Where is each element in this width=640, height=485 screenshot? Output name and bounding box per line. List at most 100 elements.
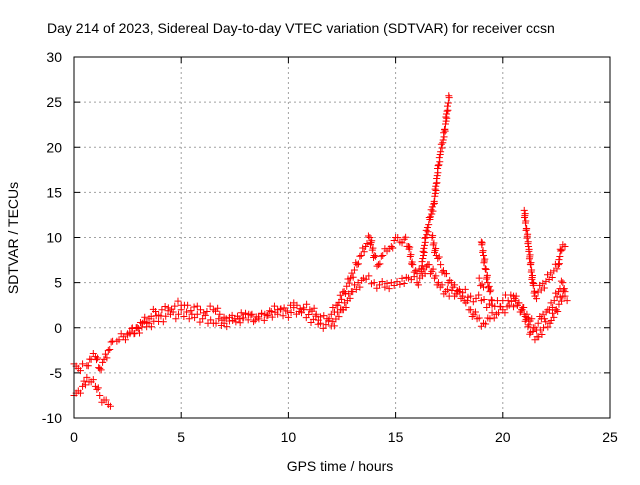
data-marker	[389, 244, 397, 252]
data-point	[79, 382, 87, 390]
data-point	[267, 308, 275, 316]
y-tick-label: 20	[46, 139, 62, 155]
data-marker	[433, 172, 441, 180]
data-point	[480, 283, 488, 291]
data-marker	[529, 272, 537, 280]
data-marker	[421, 241, 429, 249]
data-marker	[169, 308, 177, 316]
data-marker	[410, 273, 418, 281]
data-marker	[504, 297, 512, 305]
data-marker	[433, 179, 441, 187]
data-marker	[300, 306, 308, 314]
data-marker	[512, 292, 520, 300]
data-marker	[432, 244, 440, 252]
data-marker	[439, 267, 447, 275]
data-marker	[548, 274, 556, 282]
data-marker	[187, 307, 195, 315]
data-marker	[555, 260, 563, 268]
data-point	[520, 206, 528, 214]
data-marker	[557, 277, 565, 285]
data-marker	[560, 286, 568, 294]
data-point	[100, 355, 108, 363]
data-marker	[553, 265, 561, 273]
data-point	[104, 346, 112, 354]
data-marker	[423, 231, 431, 239]
y-tick-label: 5	[54, 275, 62, 291]
chart-title: Day 214 of 2023, Sidereal Day-to-day VTE…	[47, 20, 555, 36]
data-marker	[407, 251, 415, 259]
data-marker	[147, 323, 155, 331]
data-marker	[183, 308, 191, 316]
data-marker	[430, 248, 438, 256]
data-marker	[290, 304, 298, 312]
data-marker	[101, 350, 109, 358]
data-marker	[394, 234, 402, 241]
x-tick-label: 15	[388, 429, 404, 445]
data-marker	[424, 228, 432, 236]
data-marker	[368, 246, 376, 254]
data-marker	[552, 289, 560, 297]
data-marker	[180, 312, 188, 320]
data-marker	[97, 366, 105, 374]
data-point	[317, 319, 325, 327]
data-marker	[483, 271, 491, 279]
data-marker	[435, 161, 443, 169]
data-marker	[406, 243, 414, 251]
data-point	[184, 301, 192, 309]
data-point	[203, 308, 211, 316]
data-point	[171, 302, 179, 310]
data-marker	[352, 285, 360, 293]
data-marker	[432, 186, 440, 194]
data-point	[357, 252, 365, 260]
data-marker	[550, 313, 558, 321]
x-axis-label: GPS time / hours	[287, 458, 394, 474]
data-marker	[93, 356, 101, 364]
data-point	[396, 280, 404, 288]
data-marker	[346, 294, 354, 302]
data-marker	[544, 323, 552, 331]
data-marker	[398, 274, 406, 282]
data-marker	[255, 315, 263, 323]
data-marker	[239, 314, 247, 322]
data-point	[437, 148, 445, 156]
data-marker	[432, 272, 440, 280]
data-point	[505, 301, 513, 309]
data-marker	[425, 261, 433, 269]
data-marker	[477, 282, 485, 290]
data-point	[91, 382, 99, 390]
data-point	[467, 306, 475, 314]
data-point	[274, 310, 282, 318]
data-marker	[400, 280, 408, 288]
data-marker	[84, 362, 92, 370]
data-marker	[475, 314, 483, 322]
data-marker	[93, 385, 101, 393]
data-layer	[70, 92, 571, 410]
data-marker	[521, 210, 529, 218]
data-marker	[423, 224, 431, 232]
data-marker	[524, 230, 532, 238]
data-marker	[490, 314, 498, 322]
data-marker	[360, 248, 368, 256]
data-marker	[444, 106, 452, 114]
data-marker	[510, 303, 518, 311]
data-point	[404, 274, 412, 282]
data-marker	[76, 389, 84, 397]
y-tick-label: 10	[46, 230, 62, 246]
x-tick-label: 0	[70, 429, 78, 445]
data-marker	[554, 308, 562, 316]
data-marker	[527, 259, 535, 267]
data-point	[552, 306, 560, 314]
data-marker	[320, 312, 328, 320]
data-point	[486, 288, 494, 296]
data-point	[445, 94, 453, 102]
data-marker	[319, 324, 327, 332]
data-marker	[174, 297, 182, 305]
data-point	[362, 243, 370, 251]
data-marker	[233, 312, 241, 320]
data-point	[151, 308, 159, 316]
data-marker	[542, 318, 550, 326]
data-marker	[81, 381, 89, 389]
data-marker	[325, 317, 333, 325]
data-marker	[368, 237, 376, 245]
